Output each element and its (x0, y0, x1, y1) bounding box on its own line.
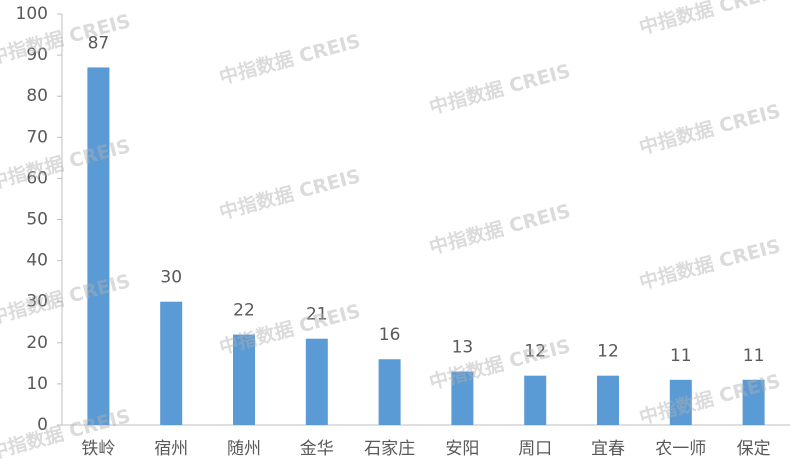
value-label: 11 (743, 346, 765, 366)
bar (451, 371, 474, 425)
bar (160, 301, 183, 425)
value-label: 13 (452, 338, 474, 358)
x-tick-label: 石家庄 (364, 439, 415, 459)
value-label: 30 (160, 268, 182, 288)
value-label: 12 (597, 342, 619, 362)
watermark: 中指数据 CREIS (427, 199, 573, 259)
value-label: 16 (379, 325, 401, 345)
bar (87, 67, 110, 426)
y-tick-label: 20 (26, 333, 48, 353)
watermark: 中指数据 CREIS (217, 29, 363, 89)
watermark: 中指数据 CREIS (637, 234, 783, 294)
x-tick-label: 宜春 (591, 439, 625, 459)
watermark: 中指数据 CREIS (427, 59, 573, 119)
x-tick-label: 安阳 (445, 439, 479, 459)
bar (742, 379, 765, 425)
value-label: 21 (306, 305, 328, 325)
value-label: 11 (670, 346, 692, 366)
bar (597, 375, 619, 425)
y-tick-label: 40 (26, 251, 48, 271)
x-tick-label: 宿州 (154, 439, 188, 459)
y-tick-label: 10 (26, 374, 48, 394)
y-tick-label: 30 (26, 292, 48, 312)
y-tick-label: 70 (26, 127, 48, 147)
watermark: 中指数据 CREIS (0, 269, 133, 329)
x-tick-label: 铁岭 (81, 439, 115, 459)
y-tick-label: 0 (37, 415, 48, 435)
x-tick-label: 周口 (518, 439, 552, 459)
watermark: 中指数据 CREIS (637, 99, 783, 159)
x-tick-label: 农一师 (655, 439, 706, 459)
x-tick-label: 保定 (737, 439, 771, 459)
y-tick-label: 100 (16, 4, 48, 24)
value-label: 22 (233, 301, 255, 321)
y-tick-label: 60 (26, 168, 48, 188)
value-label: 12 (524, 342, 546, 362)
value-label: 87 (88, 33, 110, 53)
bar (524, 375, 547, 425)
bar (378, 359, 401, 425)
watermark: 中指数据 CREIS (637, 0, 783, 39)
watermark: 中指数据 CREIS (427, 334, 573, 394)
y-tick-label: 80 (26, 86, 48, 106)
x-tick-label: 金华 (300, 439, 334, 459)
watermark: 中指数据 CREIS (217, 164, 363, 224)
bar (305, 338, 328, 425)
y-tick-label: 90 (26, 45, 48, 65)
y-tick-label: 50 (26, 210, 48, 230)
bar (233, 334, 255, 425)
bar (669, 379, 692, 425)
x-tick-label: 随州 (227, 439, 261, 459)
watermark: 中指数据 CREIS (0, 134, 133, 194)
